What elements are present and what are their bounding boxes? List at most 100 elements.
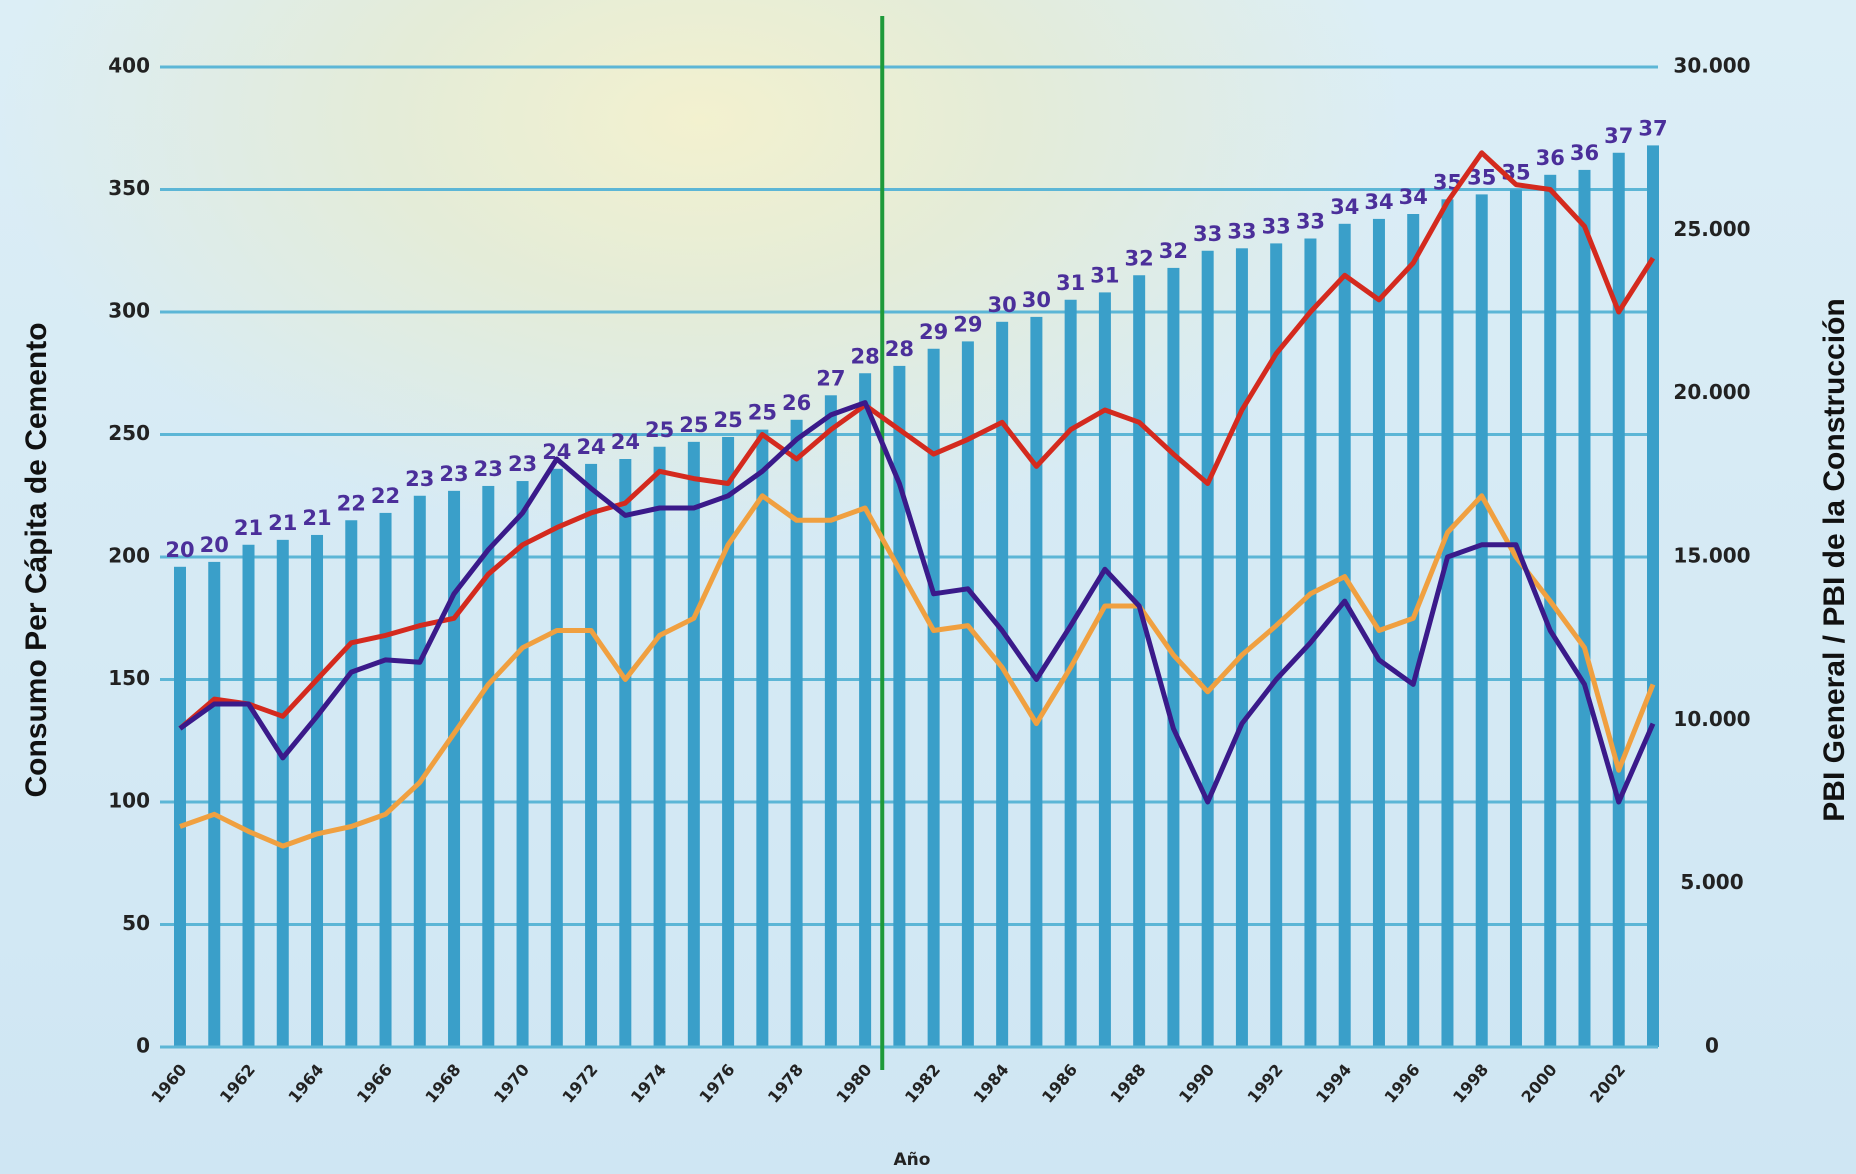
- value-label: 22: [371, 484, 400, 508]
- x-tick-label: 1968: [421, 1060, 464, 1106]
- value-label: 33: [1193, 222, 1222, 246]
- value-label: 32: [1159, 239, 1188, 263]
- bar: [242, 544, 255, 1047]
- value-label: 31: [1090, 263, 1119, 287]
- bar: [1407, 214, 1420, 1047]
- y2-tick-label: 30.000: [1673, 54, 1750, 78]
- value-label: 32: [1125, 246, 1154, 270]
- value-label: 20: [200, 533, 229, 557]
- y-tick-label: 300: [108, 299, 150, 323]
- bar: [276, 539, 289, 1047]
- x-tick-label: 1984: [969, 1060, 1012, 1106]
- bar: [550, 468, 563, 1047]
- value-label: 23: [439, 462, 468, 486]
- x-tick-label: 1962: [216, 1060, 259, 1106]
- y-tick-label: 100: [108, 789, 150, 813]
- bar: [345, 520, 358, 1047]
- value-label: 28: [885, 337, 914, 361]
- bar: [824, 395, 837, 1047]
- line: [178, 150, 1656, 731]
- bar: [1544, 174, 1557, 1048]
- x-tick-label: 1988: [1106, 1060, 1149, 1106]
- y-tick-label: 400: [108, 54, 150, 78]
- bar: [1578, 169, 1591, 1047]
- bar: [687, 441, 700, 1048]
- x-tick-label: 1970: [490, 1060, 533, 1106]
- value-label: 20: [165, 538, 194, 562]
- bar: [893, 365, 906, 1047]
- value-label: 24: [611, 430, 640, 454]
- value-label: 29: [919, 320, 948, 344]
- bar: [1064, 299, 1077, 1047]
- y2-tick-label: 15.000: [1673, 544, 1750, 568]
- bar: [1647, 145, 1659, 1047]
- y-tick-label: 350: [108, 176, 150, 200]
- bar: [1235, 248, 1248, 1048]
- bar: [1475, 194, 1488, 1047]
- x-tick-label: 1978: [764, 1060, 807, 1106]
- value-label: 21: [302, 506, 331, 530]
- bar: [756, 429, 769, 1048]
- bar: [996, 321, 1009, 1047]
- value-label: 27: [816, 366, 845, 390]
- x-tick-label: 1992: [1244, 1060, 1287, 1106]
- x-axis-title: Año: [894, 1150, 931, 1170]
- value-label: 34: [1399, 185, 1428, 209]
- y2-tick-label: 0: [1705, 1034, 1719, 1058]
- value-label: 25: [748, 401, 777, 425]
- x-tick-label: 1998: [1449, 1060, 1492, 1106]
- value-label: 25: [645, 418, 674, 442]
- bar: [1201, 250, 1214, 1047]
- value-label: 23: [508, 452, 537, 476]
- y-tick-label: 250: [108, 421, 150, 445]
- value-label: 37: [1604, 124, 1633, 148]
- y2-tick-label: 20.000: [1673, 380, 1750, 404]
- y2-tick-label: 10.000: [1673, 707, 1750, 731]
- y-tick-label: 200: [108, 544, 150, 568]
- value-label: 26: [782, 391, 811, 415]
- value-label: 23: [474, 457, 503, 481]
- bar: [961, 341, 974, 1047]
- x-tick-label: 1994: [1312, 1060, 1355, 1106]
- bar: [516, 481, 529, 1047]
- value-label: 30: [1022, 288, 1051, 312]
- x-tick-label: 2000: [1518, 1060, 1561, 1106]
- x-tick-label: 1990: [1175, 1060, 1218, 1106]
- y-axis-title: Consumo Per Cápita de Cemento: [20, 322, 53, 797]
- bar: [585, 463, 598, 1047]
- y-tick-label: 0: [136, 1034, 150, 1058]
- bar: [1338, 223, 1351, 1048]
- bar: [1441, 199, 1454, 1048]
- value-label: 30: [988, 293, 1017, 317]
- bar: [1133, 275, 1146, 1047]
- line: [178, 400, 1656, 805]
- y2-tick-label: 25.000: [1673, 217, 1750, 241]
- x-tick-label: 1996: [1381, 1060, 1424, 1106]
- x-tick-label: 1986: [1038, 1060, 1081, 1106]
- bar: [1509, 189, 1522, 1047]
- x-tick-label: 1964: [284, 1060, 327, 1106]
- x-tick-label: 1976: [695, 1060, 738, 1106]
- value-label: 29: [953, 312, 982, 336]
- value-label: 33: [1296, 210, 1325, 234]
- value-label: 34: [1330, 195, 1359, 219]
- y-tick-label: 50: [122, 911, 150, 935]
- bar: [208, 561, 221, 1047]
- bar: [448, 490, 461, 1048]
- value-label: 21: [268, 511, 297, 535]
- bar: [379, 512, 392, 1047]
- y2-tick-label: 5.000: [1680, 870, 1743, 894]
- x-tick-label: 1972: [558, 1060, 601, 1106]
- value-label: 34: [1364, 190, 1393, 214]
- value-label: 36: [1570, 141, 1599, 165]
- value-label: 36: [1536, 146, 1565, 170]
- y2-axis-title: PBI General / PBI de la Construcción: [1818, 298, 1851, 821]
- value-label: 24: [576, 435, 605, 459]
- x-tick-label: 1980: [832, 1060, 875, 1106]
- bar: [619, 459, 632, 1047]
- value-label: 28: [850, 344, 879, 368]
- bar: [790, 419, 803, 1047]
- value-label: 37: [1638, 116, 1667, 140]
- value-label: 33: [1227, 219, 1256, 243]
